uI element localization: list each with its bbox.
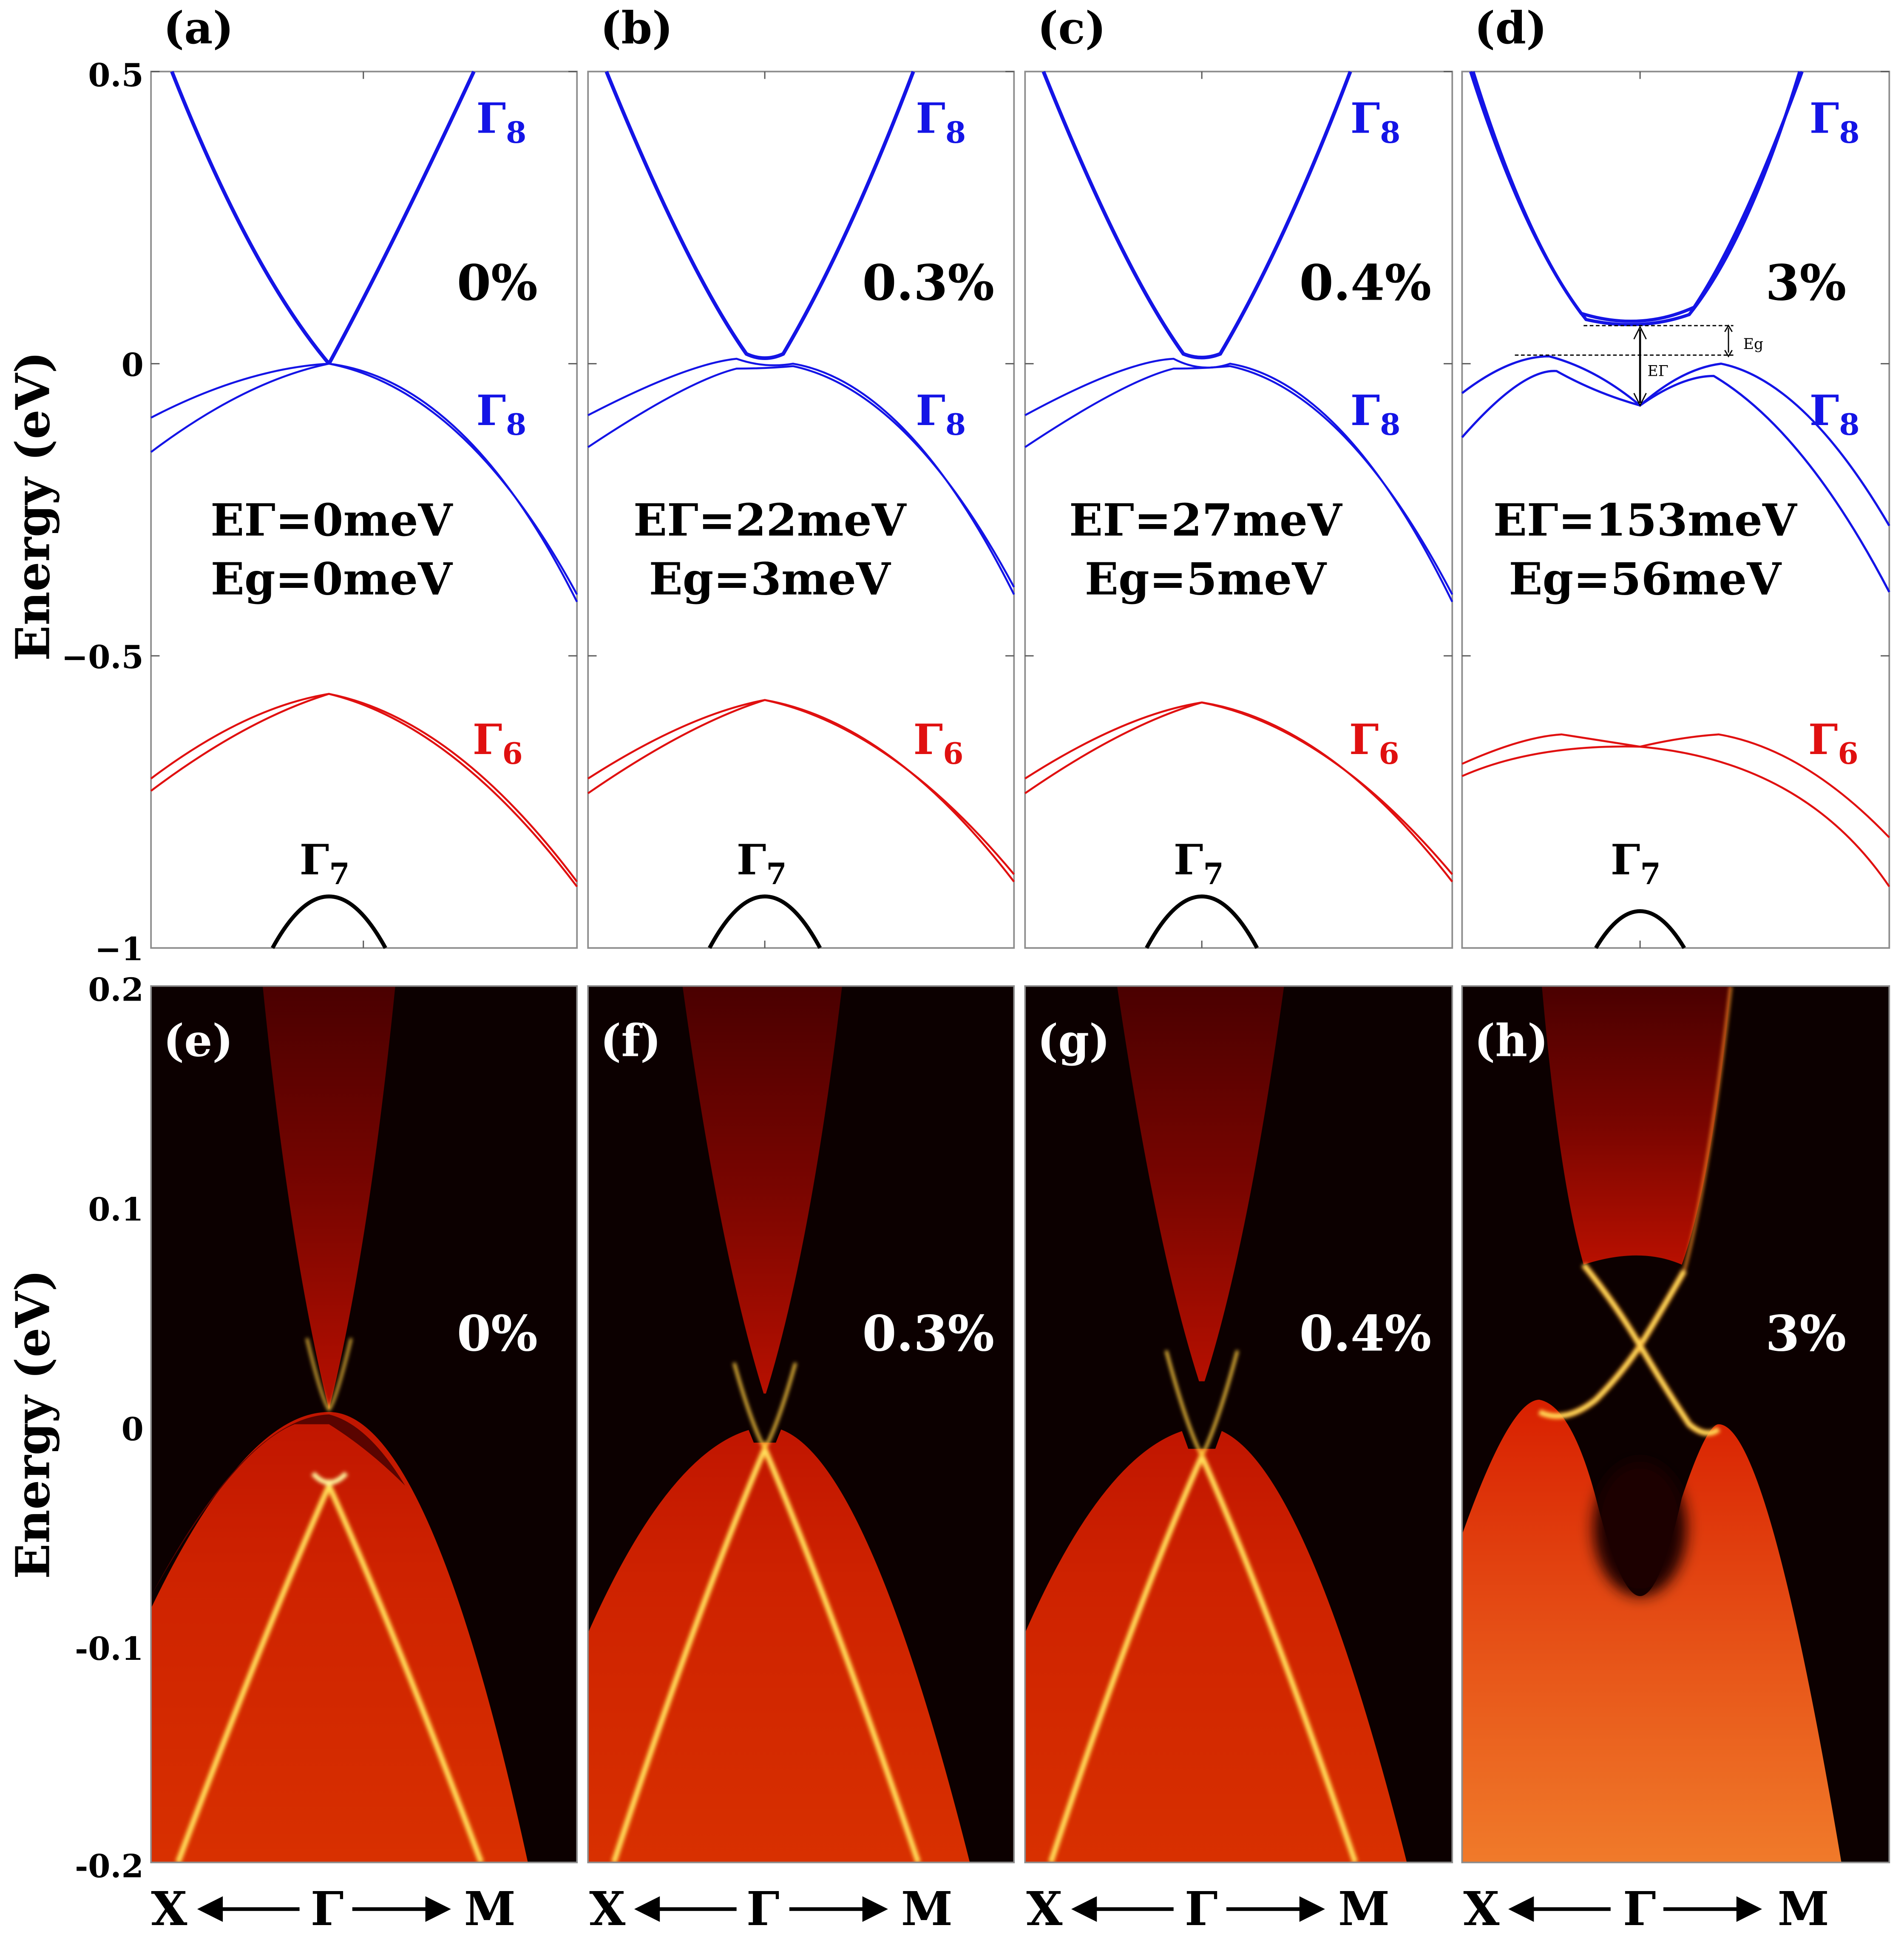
band-labels-c: Γ8 Γ8 Γ6 Γ7: [1174, 94, 1401, 891]
eg-arrow-label: Eg: [1743, 336, 1763, 353]
svg-text:Γ6: Γ6: [473, 715, 523, 771]
ylabel-top: Energy (eV): [6, 351, 60, 661]
svg-text:M: M: [1338, 1881, 1390, 1934]
eg-a: Eg=0meV: [211, 553, 453, 605]
egamma-b: EΓ=22meV: [633, 494, 907, 546]
egamma-c: EΓ=27meV: [1069, 494, 1343, 546]
gamma7-band: [271, 894, 387, 949]
svg-text:Γ7: Γ7: [300, 836, 350, 891]
svg-text:Γ6: Γ6: [1349, 715, 1399, 771]
panel-a: [150, 71, 578, 949]
strain-f: 0.3%: [862, 1305, 994, 1362]
strain-h: 3%: [1765, 1305, 1846, 1362]
panel-label-d: (d): [1474, 2, 1547, 54]
ytick-bottom-neg0.1: -0.1: [75, 1630, 144, 1667]
panel-b: [587, 71, 1015, 949]
panel-label-g: (g): [1037, 1014, 1110, 1066]
panel-e-heatmap: [151, 986, 577, 1863]
gamma8-heavy-hole-bands: [150, 363, 578, 602]
svg-text:Γ7: Γ7: [737, 836, 787, 891]
xaxis-g: X Γ M: [1026, 1881, 1390, 1934]
svg-text:Γ8: Γ8: [916, 94, 966, 150]
egamma-a: EΓ=0meV: [210, 494, 454, 546]
svg-text:Γ: Γ: [1623, 1881, 1656, 1934]
panel-d: Eg EΓ: [1461, 71, 1890, 949]
strain-g: 0.4%: [1299, 1305, 1431, 1362]
panel-c: [1024, 71, 1453, 949]
eg-d: Eg=56meV: [1509, 553, 1782, 605]
eg-b: Eg=3meV: [649, 553, 891, 605]
svg-text:Γ7: Γ7: [1174, 836, 1224, 891]
svg-text:Γ8: Γ8: [916, 386, 966, 442]
xaxis-h: X Γ M: [1463, 1881, 1829, 1934]
eg-c: Eg=5meV: [1085, 553, 1327, 605]
panel-label-f: (f): [600, 1014, 661, 1066]
ytick-bottom-0.2: 0.2: [88, 971, 144, 1008]
svg-text:M: M: [464, 1881, 516, 1934]
svg-text:Γ7: Γ7: [1611, 836, 1661, 891]
bottom-frames: [150, 985, 1890, 1863]
svg-text:X: X: [1026, 1881, 1063, 1934]
svg-text:M: M: [901, 1881, 953, 1934]
panel-label-e: (e): [163, 1014, 233, 1066]
panel-g-heatmap: [1025, 986, 1453, 1863]
panel-label-b: (b): [600, 2, 673, 54]
svg-text:X: X: [1463, 1881, 1500, 1934]
svg-text:Γ: Γ: [1185, 1881, 1218, 1934]
ytick-bottom-0: 0: [122, 1410, 144, 1448]
panel-h-heatmap: [1462, 986, 1890, 1863]
egamma-d: EΓ=153meV: [1493, 494, 1798, 546]
xaxis-arrows: [197, 1896, 1762, 1922]
svg-text:Γ: Γ: [311, 1881, 344, 1934]
svg-text:Γ8: Γ8: [1810, 94, 1860, 150]
ylabel-bottom: Energy (eV): [6, 1269, 60, 1579]
svg-text:Γ8: Γ8: [1351, 94, 1401, 150]
strain-e: 0%: [457, 1305, 538, 1362]
svg-text:X: X: [589, 1881, 626, 1934]
xaxis-e: X Γ M: [151, 1881, 516, 1934]
svg-text:Γ: Γ: [746, 1881, 780, 1934]
svg-text:Γ8: Γ8: [476, 94, 526, 150]
energy-arrows: [1515, 324, 1734, 407]
band-labels-d: Γ8 Γ8 Γ6 Γ7: [1611, 94, 1860, 891]
egamma-arrow-label: EΓ: [1647, 363, 1668, 380]
ytick-bottom-0.1: 0.1: [88, 1191, 144, 1228]
ytick-top-neg0.5: −0.5: [61, 638, 144, 676]
strain-d: 3%: [1765, 254, 1846, 312]
strain-a: 0%: [457, 254, 538, 312]
gamma8-conduction-band: [170, 71, 476, 365]
ytick-top-neg1: −1: [95, 930, 144, 968]
gamma6-bands: [150, 693, 578, 888]
svg-text:Γ8: Γ8: [1351, 386, 1401, 442]
svg-text:Γ8: Γ8: [476, 386, 526, 442]
band-labels-b: Γ8 Γ8 Γ6 Γ7: [737, 94, 966, 891]
svg-text:Γ8: Γ8: [1810, 386, 1860, 442]
ytick-top-0.5: 0.5: [88, 57, 144, 94]
xaxis-f: X Γ M: [589, 1881, 953, 1934]
panel-label-h: (h): [1474, 1014, 1548, 1066]
panel-f-heatmap: [588, 986, 1014, 1863]
panel-label-c: (c): [1037, 2, 1106, 54]
strain-c: 0.4%: [1299, 254, 1431, 312]
svg-text:X: X: [151, 1881, 187, 1934]
svg-text:Γ6: Γ6: [1808, 715, 1859, 771]
band-labels-a: Γ8 Γ8 Γ6 Γ7: [300, 94, 527, 891]
strain-b: 0.3%: [862, 254, 994, 312]
panel-label-a: (a): [163, 2, 234, 54]
svg-text:Γ6: Γ6: [914, 715, 964, 771]
svg-text:M: M: [1778, 1881, 1829, 1934]
ytick-bottom-neg0.2: -0.2: [75, 1847, 144, 1885]
ytick-top-0: 0: [122, 346, 144, 384]
